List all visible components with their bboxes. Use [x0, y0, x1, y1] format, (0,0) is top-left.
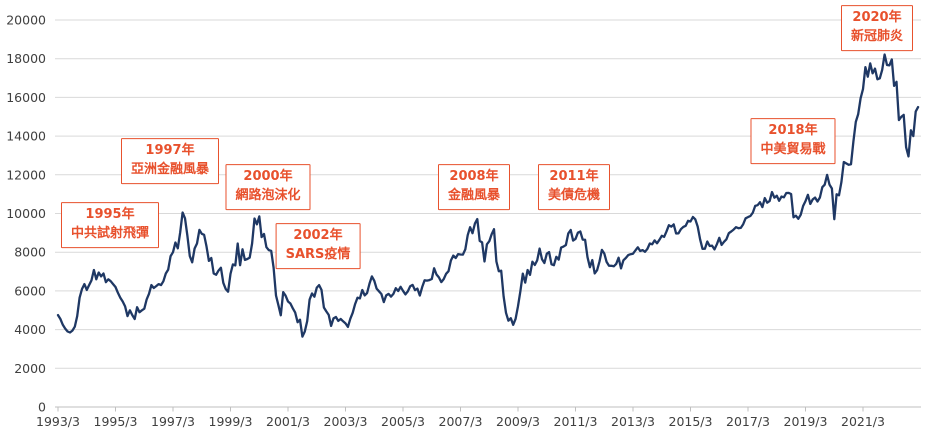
x-tick-label: 2007/3 — [439, 414, 483, 429]
x-tick-label: 2013/3 — [611, 414, 655, 429]
y-tick-label: 20000 — [6, 13, 46, 28]
y-tick-label: 16000 — [6, 90, 46, 105]
y-tick-label: 8000 — [14, 245, 46, 260]
y-tick-label: 18000 — [6, 51, 46, 66]
y-tick-label: 12000 — [6, 167, 46, 182]
x-tick-label: 2011/3 — [554, 414, 598, 429]
x-tick-label: 1999/3 — [209, 414, 253, 429]
y-tick-label: 6000 — [14, 283, 46, 298]
x-tick-label: 2001/3 — [266, 414, 310, 429]
x-tick-label: 2005/3 — [381, 414, 425, 429]
x-tick-label: 1997/3 — [151, 414, 195, 429]
x-tick-label: 2015/3 — [669, 414, 713, 429]
x-tick-label: 1993/3 — [36, 414, 80, 429]
x-tick-label: 2021/3 — [841, 414, 885, 429]
y-tick-label: 2000 — [14, 361, 46, 376]
x-tick-label: 2003/3 — [324, 414, 368, 429]
y-tick-label: 4000 — [14, 322, 46, 337]
price-line — [56, 53, 920, 338]
x-tick-label: 2017/3 — [726, 414, 770, 429]
y-tick-label: 14000 — [6, 129, 46, 144]
x-tick-label: 2019/3 — [784, 414, 828, 429]
x-tick-label: 1995/3 — [94, 414, 138, 429]
y-tick-label: 0 — [38, 400, 46, 415]
y-tick-label: 10000 — [6, 206, 46, 221]
x-tick-label: 2009/3 — [496, 414, 540, 429]
